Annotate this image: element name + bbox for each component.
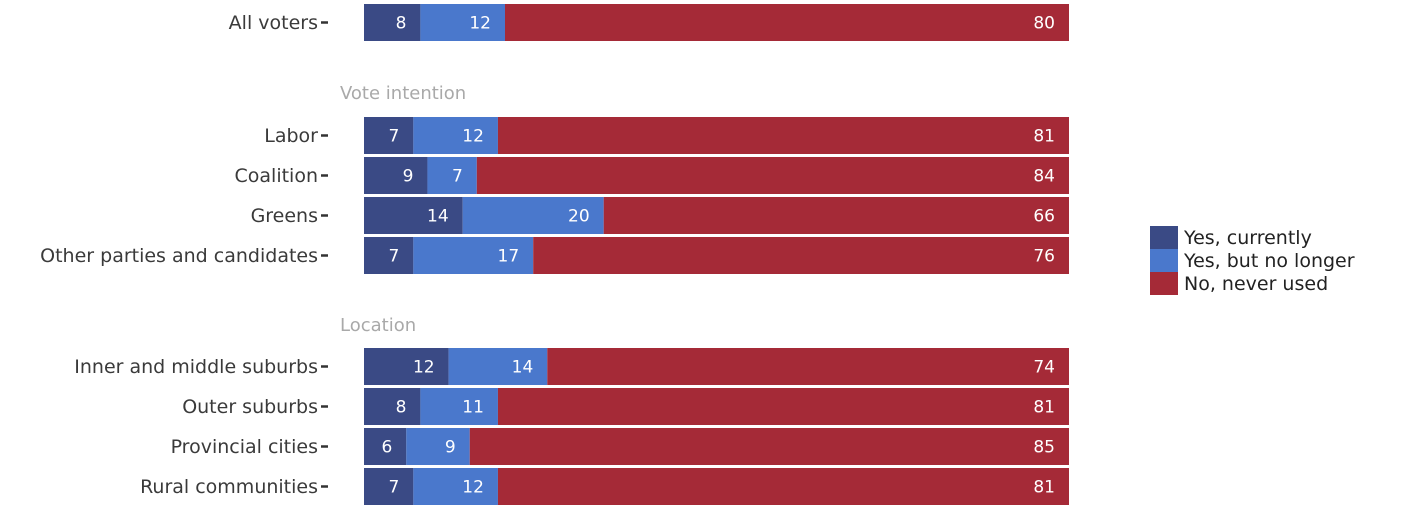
value-label-other-parties-and-candidates-no-never-used: 76 bbox=[1033, 247, 1055, 267]
value-label-rural-communities-yes-but-no-longer: 12 bbox=[462, 478, 484, 498]
legend-label-no-never-used: No, never used bbox=[1184, 273, 1328, 295]
category-label-rural-communities: Rural communities bbox=[140, 476, 318, 498]
category-label-other-parties-and-candidates: Other parties and candidates bbox=[40, 245, 318, 267]
value-label-rural-communities-no-never-used: 81 bbox=[1033, 478, 1055, 498]
value-label-labor-no-never-used: 81 bbox=[1033, 127, 1055, 147]
category-label-provincial-cities: Provincial cities bbox=[171, 436, 318, 458]
category-label-greens: Greens bbox=[251, 205, 318, 227]
bar-rural-communities-yes-currently bbox=[364, 468, 414, 505]
bar-inner-and-middle-suburbs-yes-but-no-longer bbox=[448, 348, 548, 385]
value-label-outer-suburbs-no-never-used: 81 bbox=[1033, 398, 1055, 418]
value-label-provincial-cities-yes-but-no-longer: 9 bbox=[445, 438, 456, 458]
bar-outer-suburbs-yes-currently bbox=[364, 388, 421, 425]
value-label-outer-suburbs-yes-currently: 8 bbox=[396, 398, 407, 418]
bar-provincial-cities-yes-but-no-longer bbox=[406, 428, 470, 465]
value-label-other-parties-and-candidates-yes-but-no-longer: 17 bbox=[498, 247, 520, 267]
group-label-location: Location bbox=[340, 315, 416, 336]
category-label-all-voters: All voters bbox=[229, 12, 318, 34]
value-label-all-voters-no-never-used: 80 bbox=[1033, 14, 1055, 34]
value-label-provincial-cities-no-never-used: 85 bbox=[1033, 438, 1055, 458]
value-label-labor-yes-but-no-longer: 12 bbox=[462, 127, 484, 147]
bar-rural-communities-no-never-used bbox=[497, 468, 1069, 505]
bar-rural-communities-yes-but-no-longer bbox=[413, 468, 498, 505]
bar-coalition-yes-but-no-longer bbox=[427, 157, 477, 194]
bar-inner-and-middle-suburbs-yes-currently bbox=[364, 348, 449, 385]
bar-greens-yes-currently bbox=[364, 197, 463, 234]
value-label-other-parties-and-candidates-yes-currently: 7 bbox=[389, 247, 400, 267]
value-label-coalition-no-never-used: 84 bbox=[1033, 167, 1055, 187]
legend-swatch-yes-currently bbox=[1150, 226, 1178, 249]
value-label-inner-and-middle-suburbs-yes-currently: 12 bbox=[413, 358, 435, 378]
bar-provincial-cities-yes-currently bbox=[364, 428, 407, 465]
group-label-vote-intention: Vote intention bbox=[340, 83, 466, 104]
bar-outer-suburbs-no-never-used bbox=[497, 388, 1069, 425]
bar-all-voters-yes-but-no-longer bbox=[420, 4, 505, 41]
bar-labor-yes-currently bbox=[364, 117, 414, 154]
bars-layer: All voters 8 12 80 Vote intention Labor 7 12 81 C… bbox=[40, 4, 1069, 505]
value-label-coalition-yes-but-no-longer: 7 bbox=[452, 167, 463, 187]
bar-other-parties-and-candidates-no-never-used bbox=[533, 237, 1069, 274]
legend-swatch-no-never-used bbox=[1150, 272, 1178, 295]
bar-labor-no-never-used bbox=[497, 117, 1069, 154]
bar-coalition-no-never-used bbox=[476, 157, 1069, 194]
legend-label-yes-but-no-longer: Yes, but no longer bbox=[1183, 250, 1355, 272]
value-label-outer-suburbs-yes-but-no-longer: 11 bbox=[462, 398, 484, 418]
value-label-all-voters-yes-but-no-longer: 12 bbox=[469, 14, 491, 34]
bar-other-parties-and-candidates-yes-currently bbox=[364, 237, 414, 274]
bar-outer-suburbs-yes-but-no-longer bbox=[420, 388, 498, 425]
category-label-labor: Labor bbox=[264, 125, 318, 147]
value-label-labor-yes-currently: 7 bbox=[389, 127, 400, 147]
bar-other-parties-and-candidates-yes-but-no-longer bbox=[413, 237, 534, 274]
category-label-outer-suburbs: Outer suburbs bbox=[182, 396, 318, 418]
value-label-all-voters-yes-currently: 8 bbox=[396, 14, 407, 34]
value-label-greens-yes-but-no-longer: 20 bbox=[568, 207, 590, 227]
bar-provincial-cities-no-never-used bbox=[469, 428, 1069, 465]
value-label-inner-and-middle-suburbs-no-never-used: 74 bbox=[1033, 358, 1055, 378]
bar-coalition-yes-currently bbox=[364, 157, 428, 194]
category-label-inner-and-middle-suburbs: Inner and middle suburbs bbox=[74, 356, 318, 378]
value-label-rural-communities-yes-currently: 7 bbox=[389, 478, 400, 498]
value-label-inner-and-middle-suburbs-yes-but-no-longer: 14 bbox=[512, 358, 534, 378]
legend-swatch-yes-but-no-longer bbox=[1150, 249, 1178, 272]
bar-greens-no-never-used bbox=[603, 197, 1069, 234]
bar-labor-yes-but-no-longer bbox=[413, 117, 498, 154]
value-label-greens-yes-currently: 14 bbox=[427, 207, 449, 227]
value-label-greens-no-never-used: 66 bbox=[1033, 207, 1055, 227]
value-label-coalition-yes-currently: 9 bbox=[403, 167, 414, 187]
bar-all-voters-yes-currently bbox=[364, 4, 421, 41]
bar-all-voters-no-never-used bbox=[505, 4, 1069, 41]
category-label-coalition: Coalition bbox=[235, 165, 319, 187]
bar-greens-yes-but-no-longer bbox=[462, 197, 604, 234]
bar-inner-and-middle-suburbs-no-never-used bbox=[547, 348, 1069, 385]
value-label-provincial-cities-yes-currently: 6 bbox=[381, 438, 392, 458]
legend-label-yes-currently: Yes, currently bbox=[1183, 227, 1312, 249]
